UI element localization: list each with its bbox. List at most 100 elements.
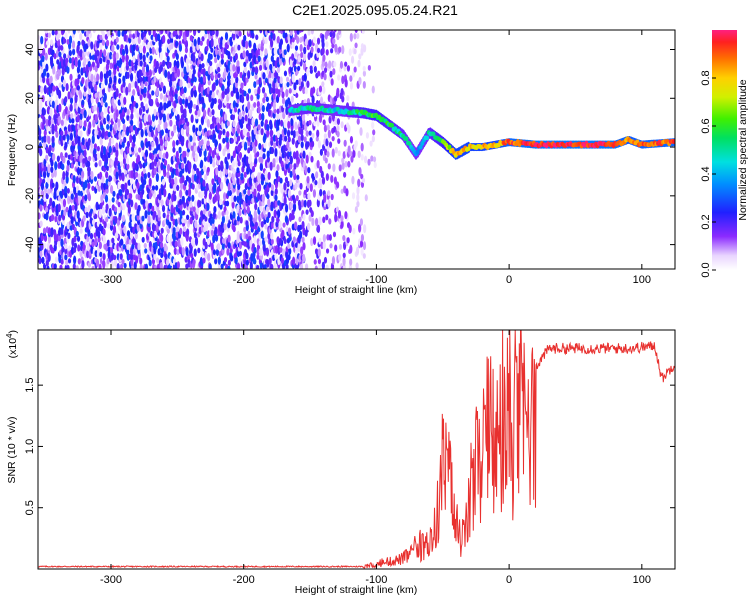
- spectrogram-cell: [276, 65, 281, 74]
- spectrogram-cell: [277, 88, 281, 98]
- spectrogram-cell: [200, 159, 204, 169]
- spectrogram-cell: [247, 163, 251, 170]
- spectrogram-cell: [106, 257, 110, 265]
- spectrogram-cell: [191, 183, 195, 190]
- spectrogram-cell: [261, 174, 266, 181]
- spectrogram-cell: [161, 178, 166, 186]
- spectrogram-cell: [172, 227, 176, 233]
- spectrogram-cell: [183, 86, 187, 94]
- spectrogram-cell: [180, 71, 185, 78]
- spectrogram-cell: [183, 155, 187, 164]
- spectrogram-cell: [219, 108, 224, 118]
- spectrogram-cell: [192, 124, 196, 133]
- spectrogram-cell: [276, 108, 280, 115]
- spectrogram-cell: [359, 218, 364, 226]
- spectrogram-cell: [281, 97, 286, 105]
- spectrogram-cell: [136, 222, 140, 232]
- x-tick-label: -200: [233, 574, 255, 586]
- spectrogram-cell: [81, 77, 85, 85]
- spectrogram-cell: [113, 98, 117, 104]
- spectrogram-cell: [66, 164, 70, 173]
- spectrogram-cell: [143, 30, 148, 35]
- spectrogram-cell: [39, 108, 43, 116]
- spectrogram-cell: [80, 67, 84, 76]
- spectrogram-cell: [243, 189, 247, 195]
- spectrogram-cell: [163, 159, 168, 166]
- spectrogram-cell: [193, 76, 197, 83]
- spectrogram-cell: [225, 215, 229, 223]
- x-tick-label: -300: [100, 274, 122, 286]
- spectrogram-cell: [308, 39, 312, 47]
- spectrogram-cell: [57, 89, 62, 99]
- spectrogram-cell: [348, 48, 352, 56]
- spectrogram-cell: [185, 57, 190, 66]
- spectrogram-cell: [259, 30, 263, 34]
- spectrogram-cell: [74, 59, 79, 68]
- spectrogram-cell: [42, 170, 47, 179]
- spectrogram-cell: [121, 141, 125, 148]
- spectrogram-cell: [258, 64, 263, 71]
- spectrogram-cell: [126, 109, 130, 116]
- spectrogram-cell: [306, 68, 310, 77]
- spectrogram-cell: [76, 77, 80, 85]
- spectrogram-cell: [90, 96, 94, 104]
- spectrogram-cell: [242, 127, 247, 137]
- spectrogram-cell: [332, 31, 336, 39]
- spectrogram-cell: [143, 172, 147, 180]
- ridge-cell: [390, 123, 395, 128]
- spectrogram-cell: [155, 137, 159, 147]
- spectrogram-cell: [230, 181, 234, 190]
- spectrogram-cell: [118, 78, 122, 85]
- spectrogram-cell: [200, 76, 204, 85]
- spectrogram-cell: [286, 129, 291, 138]
- spectrogram-cell: [90, 208, 94, 214]
- spectrogram-cell: [242, 39, 246, 48]
- spectrogram-cell: [243, 226, 247, 233]
- spectrogram-cell: [222, 137, 226, 144]
- spectrogram-cell: [59, 151, 64, 160]
- spectrogram-cell: [58, 214, 62, 222]
- spectrogram-cell: [153, 108, 157, 117]
- spectrogram-cell: [225, 200, 230, 207]
- spectrogram-cell: [201, 96, 205, 105]
- spectrogram-cell: [213, 205, 217, 213]
- spectrogram-cell: [278, 220, 282, 229]
- spectrogram-cell: [70, 246, 75, 255]
- spectrogram-cell: [323, 133, 327, 139]
- spectrogram-cell: [320, 241, 324, 250]
- spectrogram-cell: [192, 258, 196, 266]
- spectrogram-cell: [211, 221, 215, 230]
- spectrogram-cell: [91, 185, 95, 191]
- spectrogram-cell: [354, 140, 358, 148]
- spectrogram-cell: [47, 164, 51, 174]
- spectrogram-cell: [77, 258, 81, 265]
- spectrogram-cell: [178, 198, 183, 206]
- spectrogram-cell: [54, 30, 58, 36]
- spectrogram-cell: [362, 70, 367, 77]
- spectrogram-cell: [208, 263, 212, 269]
- spectrogram-cell: [257, 183, 262, 192]
- spectrogram-cell: [132, 33, 136, 39]
- spectrogram-cell: [182, 225, 187, 233]
- spectrogram-cell: [192, 54, 196, 63]
- spectrogram-cell: [122, 85, 126, 93]
- spectrogram-cell: [49, 39, 54, 47]
- spectrogram-cell: [264, 48, 268, 56]
- spectrogram-cell: [313, 120, 317, 127]
- y-tick-label: 0.5: [24, 500, 36, 515]
- spectrogram-cell: [209, 155, 213, 165]
- spectrogram-cell: [221, 237, 226, 244]
- spectrogram-cell: [85, 211, 89, 219]
- ridge-cell: [404, 136, 409, 142]
- spectrogram-cell: [319, 148, 324, 156]
- spectrogram-cell: [168, 175, 172, 184]
- spectrogram-cell: [64, 96, 68, 103]
- spectrogram-cell: [87, 30, 91, 34]
- spectrogram-cell: [67, 258, 72, 264]
- spectrogram-cell: [318, 262, 322, 269]
- spectrogram-cell: [255, 67, 259, 74]
- spectrogram-cell: [135, 255, 139, 264]
- spectrogram-cell: [303, 46, 307, 55]
- spectrogram-cell: [295, 92, 299, 98]
- spectrogram-cell: [326, 30, 330, 37]
